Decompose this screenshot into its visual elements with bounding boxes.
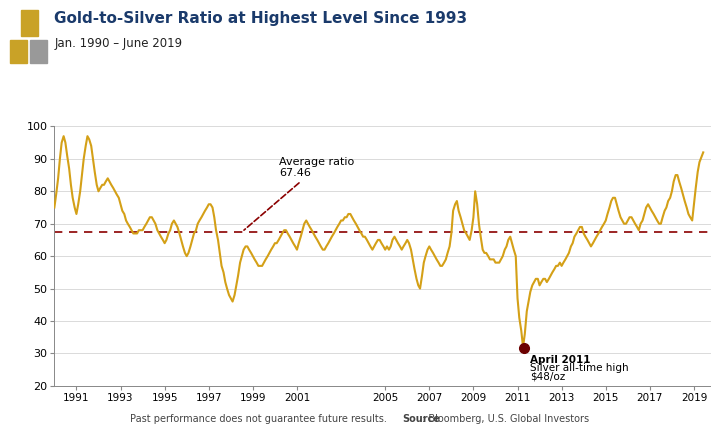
Text: Jan. 1990 – June 2019: Jan. 1990 – June 2019 [54, 37, 183, 50]
Text: : Bloomberg, U.S. Global Investors: : Bloomberg, U.S. Global Investors [422, 414, 589, 424]
Text: Past performance does not guarantee future results.: Past performance does not guarantee futu… [130, 414, 394, 424]
Text: Average ratio
67.46: Average ratio 67.46 [244, 157, 355, 230]
Text: $48/oz: $48/oz [530, 371, 565, 381]
Bar [10, 40, 27, 63]
Text: Silver all-time high: Silver all-time high [530, 363, 629, 373]
Bar [20, 10, 38, 36]
Text: April 2011: April 2011 [530, 355, 590, 365]
Text: Source: Source [402, 414, 440, 424]
Bar [30, 40, 47, 63]
Text: Gold-to-Silver Ratio at Highest Level Since 1993: Gold-to-Silver Ratio at Highest Level Si… [54, 11, 468, 26]
Text: +: + [26, 9, 33, 18]
